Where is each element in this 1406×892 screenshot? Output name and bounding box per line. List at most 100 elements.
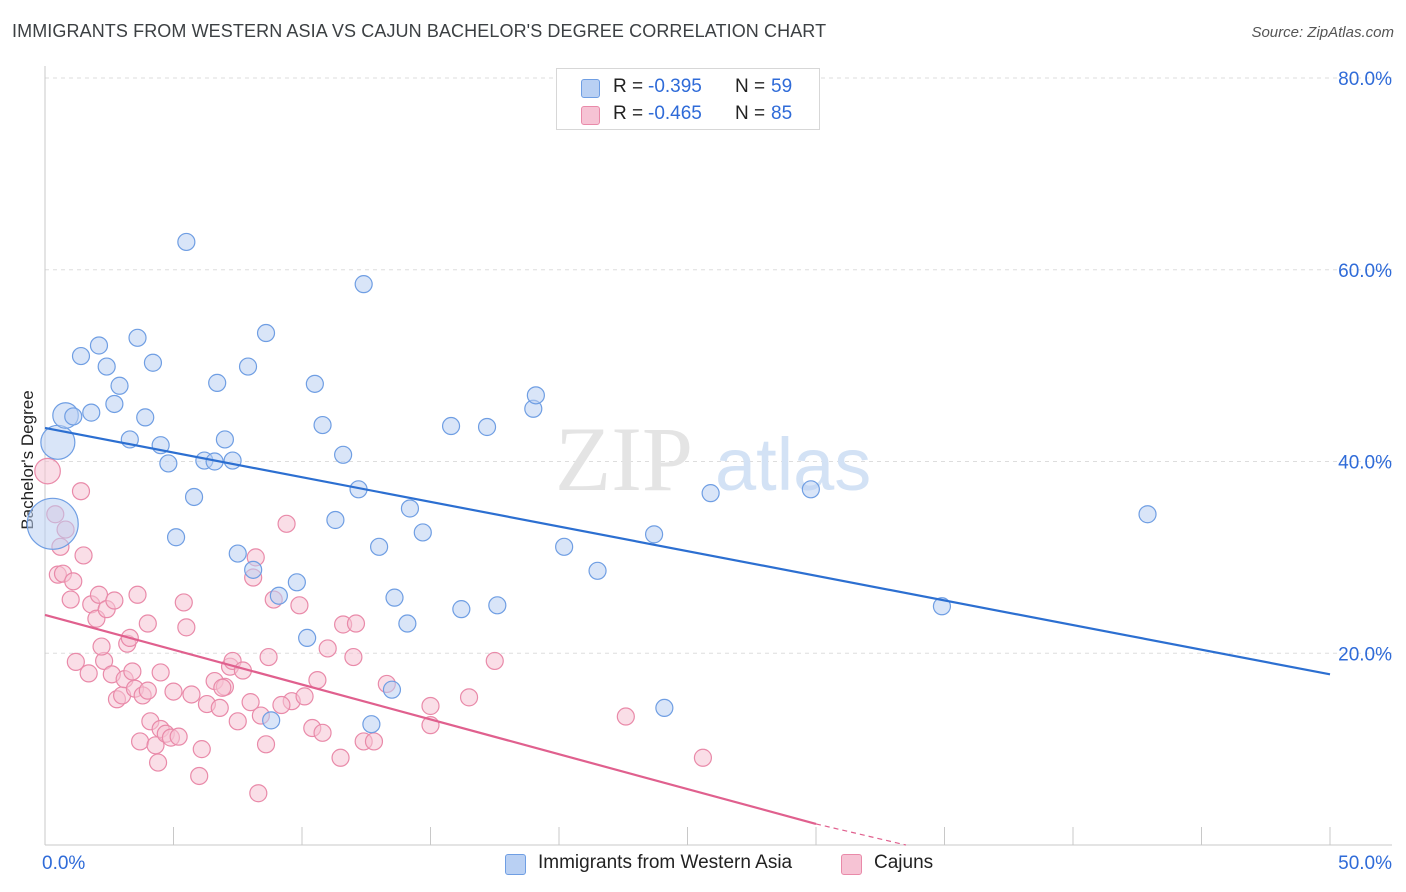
western-asia-point — [932, 597, 952, 616]
western-asia-point — [400, 499, 420, 518]
cajuns-point — [331, 748, 350, 767]
cajuns-point — [346, 614, 366, 633]
western-asia-point — [238, 357, 258, 376]
cajuns-point — [190, 766, 209, 786]
cajuns-point — [295, 687, 314, 706]
cajuns-point — [364, 732, 384, 751]
western-asia-point — [287, 573, 306, 592]
cajuns-point — [241, 693, 260, 712]
western-asia-point — [382, 680, 402, 699]
cajuns-point — [277, 514, 296, 533]
western-asia-point — [370, 537, 389, 556]
r-label: R = — [613, 103, 644, 124]
cajuns-point — [290, 596, 309, 615]
y-tick-label: 80.0% — [1338, 69, 1392, 90]
western-asia-point — [398, 614, 417, 633]
western-asia-point — [184, 487, 204, 507]
western-asia-point — [313, 415, 332, 435]
western-asia-points — [26, 232, 1157, 734]
cajuns-point — [210, 698, 229, 717]
cajuns-point — [249, 784, 268, 803]
western-asia-point — [128, 328, 147, 347]
r-value: -0.395 — [648, 76, 702, 97]
x-tick-label: 50.0% — [1338, 853, 1392, 874]
western-asia-point — [452, 600, 471, 619]
cajuns-swatch — [581, 106, 600, 125]
western-asia-point — [1138, 505, 1157, 524]
cajuns-point — [616, 707, 635, 726]
cajuns-point — [148, 753, 168, 772]
western-asia-point — [655, 698, 674, 717]
cajuns-point — [213, 678, 232, 697]
western-asia-point — [413, 523, 432, 542]
cajuns-point — [151, 663, 170, 682]
western-asia-point — [82, 403, 101, 422]
cajuns-point — [256, 735, 276, 754]
cajuns-point — [138, 614, 157, 633]
western-asia-point — [208, 373, 227, 392]
western-asia-point — [385, 588, 404, 607]
y-tick-label: 20.0% — [1338, 644, 1392, 665]
tick-labels: 20.0% 40.0% 60.0% 80.0% 0.0% 50.0% — [42, 69, 1392, 874]
axes — [44, 66, 1392, 846]
y-tick-label: 40.0% — [1338, 453, 1392, 474]
n-label: N = — [735, 76, 766, 97]
cajuns-point — [66, 652, 85, 671]
western-asia-legend-swatch — [505, 854, 526, 875]
western-asia-point — [298, 628, 317, 648]
cajuns-point — [259, 647, 278, 667]
western-asia-point — [223, 451, 242, 470]
cajuns-legend-label: Cajuns — [874, 852, 934, 873]
cajuns-point — [34, 457, 61, 485]
western-asia-point — [105, 394, 124, 414]
western-asia-point — [71, 346, 91, 366]
cajuns-point — [105, 591, 124, 610]
western-asia-point — [97, 357, 116, 376]
y-tick-label: 60.0% — [1338, 261, 1392, 282]
western-asia-point — [644, 525, 664, 544]
r-value: -0.465 — [648, 103, 702, 124]
cajuns-point — [130, 732, 150, 751]
cajuns-legend-swatch — [841, 854, 862, 875]
western-asia-point — [143, 353, 163, 372]
western-asia-point — [64, 407, 83, 426]
western-asia-point — [334, 445, 353, 464]
x-tick-label: 0.0% — [42, 853, 85, 874]
western-asia-point — [110, 376, 129, 395]
correlation-legend: R = -0.395 N = 59 R = -0.465 N = 85 — [556, 68, 820, 130]
western-asia-point — [701, 484, 720, 503]
n-value: 59 — [771, 76, 793, 97]
cajuns-point — [164, 682, 183, 701]
western-asia-point — [326, 510, 345, 530]
western-asia-point — [801, 480, 820, 499]
western-asia-point — [228, 544, 247, 563]
western-asia-point — [441, 416, 461, 436]
western-asia-point — [588, 561, 607, 580]
n-value: 85 — [771, 103, 793, 124]
cajuns-point — [79, 664, 98, 683]
cajuns-point — [128, 585, 147, 604]
cajuns-point — [146, 736, 165, 755]
cajuns-point — [272, 695, 291, 715]
western-asia-point — [526, 386, 545, 405]
western-asia-point — [215, 430, 234, 449]
source-credit: Source: ZipAtlas.com — [1251, 24, 1394, 41]
western-asia-point — [269, 586, 288, 605]
n-label: N = — [735, 103, 766, 124]
cajuns-point — [459, 688, 479, 707]
cajuns-point — [64, 572, 83, 591]
cajuns-point — [71, 482, 91, 501]
cajuns-point — [61, 590, 80, 609]
watermark-atlas: atlas — [715, 423, 871, 506]
western-asia-point — [262, 711, 281, 730]
western-asia-point — [256, 323, 276, 343]
cajuns-point — [693, 748, 713, 767]
cajuns-point — [92, 637, 111, 656]
cajuns-point — [138, 681, 157, 700]
western-asia-legend-label: Immigrants from Western Asia — [538, 852, 793, 873]
cajuns-point — [228, 712, 247, 731]
chart-title: IMMIGRANTS FROM WESTERN ASIA VS CAJUN BA… — [12, 21, 827, 41]
cajuns-trend-line — [44, 613, 817, 825]
cajuns-point — [123, 662, 142, 681]
